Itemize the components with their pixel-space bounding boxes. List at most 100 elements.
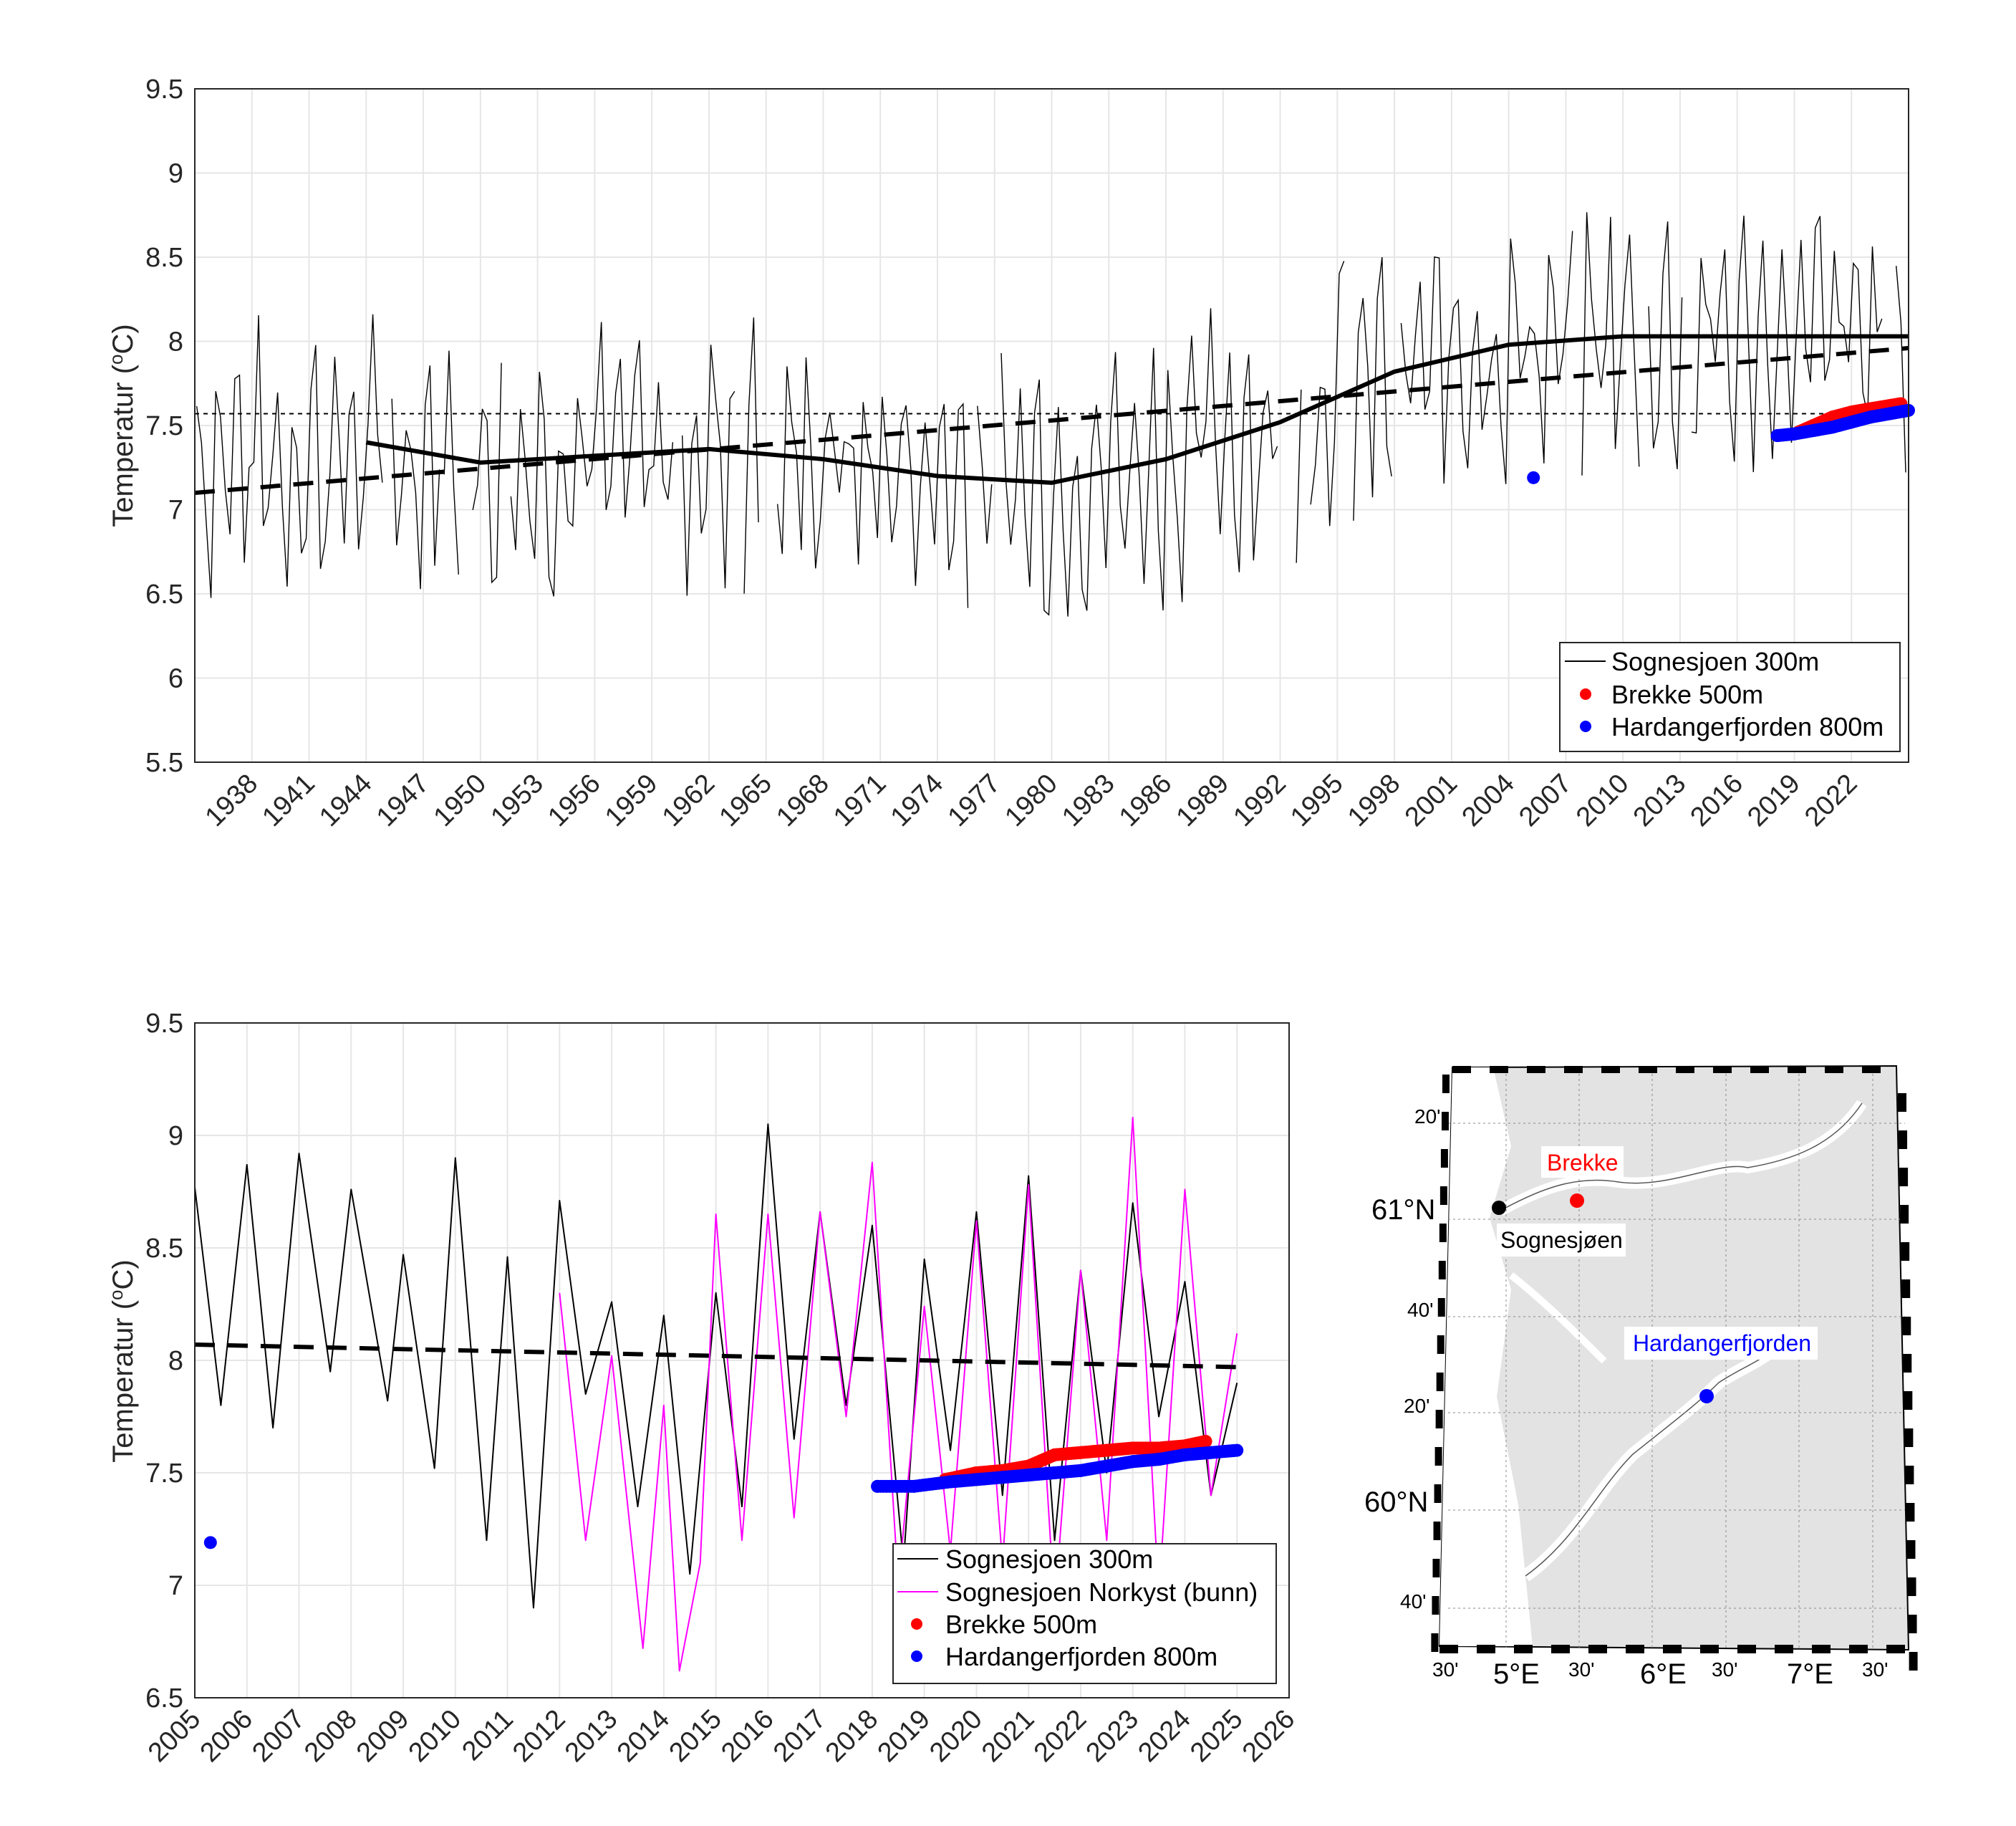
x-tick-label: 1965 <box>714 769 778 832</box>
top-y-ticks: 5.5 6 6.5 7 7.5 8 8.5 9 9.5 <box>145 75 183 778</box>
top-y-axis-label: Temperatur (oC) <box>105 324 139 527</box>
x-tick-label: 1986 <box>1114 769 1177 832</box>
lat-label: 20' <box>1414 1105 1441 1128</box>
y-tick-label: 7.5 <box>145 411 183 441</box>
legend-sognesjoen: Sognesjoen 300m <box>945 1544 1153 1574</box>
x-tick-label: 2016 <box>715 1704 779 1768</box>
x-tick-label: 2004 <box>1457 769 1520 832</box>
series-line <box>194 345 1909 495</box>
y-tick-label: 6.5 <box>145 1683 183 1714</box>
top-legend: Sognesjoen 300m Brekke 500m Hardangerfjo… <box>1559 642 1901 752</box>
y-tick-label: 9.5 <box>145 1009 183 1039</box>
legend-hardanger: Hardangerfjorden 800m <box>945 1642 1217 1671</box>
x-tick-label: 1968 <box>771 769 834 832</box>
x-tick-label: 1974 <box>885 769 949 832</box>
x-tick-label: 2013 <box>1628 769 1692 832</box>
y-tick-label: 9 <box>168 1121 183 1151</box>
label-brekke: Brekke <box>1547 1150 1619 1176</box>
x-tick-label: 1989 <box>1171 769 1235 832</box>
lat-label: 40' <box>1400 1590 1427 1613</box>
top-axes-box <box>194 88 1909 763</box>
y-tick-label: 8.5 <box>145 243 183 273</box>
x-tick-label: 2010 <box>1571 769 1634 832</box>
legend-hardanger: Hardangerfjorden 800m <box>1611 712 1884 741</box>
lon-label: 30' <box>1862 1658 1889 1681</box>
x-tick-label: 1983 <box>1056 769 1120 832</box>
x-tick-label: 2012 <box>507 1704 571 1768</box>
bottom-legend: Sognesjoen 300m Sognesjoen Norkyst (bunn… <box>892 1543 1277 1684</box>
x-tick-label: 2008 <box>299 1704 362 1768</box>
x-tick-label: 2023 <box>1081 1704 1144 1768</box>
x-tick-label: 2013 <box>559 1704 623 1768</box>
x-tick-label: 2026 <box>1237 1704 1301 1768</box>
y-tick-label: 7.5 <box>145 1459 183 1489</box>
y-tick-label: 9.5 <box>145 75 183 105</box>
x-tick-label: 2010 <box>403 1704 467 1768</box>
map-sea <box>1439 1067 1533 1646</box>
x-tick-label: 2021 <box>976 1704 1040 1768</box>
x-tick-label: 1944 <box>314 769 377 832</box>
station-sognesjoen-marker <box>1492 1201 1506 1215</box>
x-tick-label: 2025 <box>1185 1704 1248 1768</box>
station-brekke-marker <box>1570 1193 1584 1208</box>
bottom-axes-box <box>194 1022 1290 1698</box>
x-tick-label: 1938 <box>200 769 264 832</box>
x-tick-label: 2006 <box>195 1704 259 1768</box>
top-chart: 5.5 6 6.5 7 7.5 8 8.5 9 9.5 19381941194419471950… <box>105 75 1915 832</box>
series-line <box>194 1342 1238 1370</box>
lat-label: 61°N <box>1371 1194 1435 1226</box>
bottom-series <box>194 1116 1244 1672</box>
x-tick-label: 1950 <box>428 769 492 832</box>
y-tick-label: 8 <box>168 327 183 357</box>
bottom-x-ticks: 2005200620072008200920102011201220132014… <box>143 1704 1301 1768</box>
x-tick-label: 2007 <box>1513 769 1577 832</box>
x-tick-label: 1962 <box>657 769 720 832</box>
y-tick-label: 5.5 <box>145 748 183 778</box>
x-tick-label: 2024 <box>1132 1704 1196 1768</box>
y-tick-label: 8 <box>168 1346 183 1376</box>
x-tick-label: 1998 <box>1342 769 1406 832</box>
top-series <box>194 212 1915 617</box>
x-tick-label: 1953 <box>485 769 549 832</box>
x-tick-label: 2007 <box>246 1704 310 1768</box>
x-tick-label: 2022 <box>1799 769 1863 832</box>
x-tick-label: 1956 <box>542 769 606 832</box>
x-tick-label: 2005 <box>143 1704 206 1768</box>
x-tick-label: 2009 <box>351 1704 415 1768</box>
x-tick-label: 1995 <box>1285 769 1349 832</box>
map: Brekke Sognesjøen Hardangerfjorden 20' 6… <box>1364 1065 1918 1690</box>
bottom-y-axis-label: Temperatur (oC) <box>105 1259 139 1462</box>
y-tick-label: 6.5 <box>145 580 183 610</box>
lat-label: 40' <box>1407 1299 1434 1321</box>
legend-sognesjoen: Sognesjoen 300m <box>1611 647 1819 676</box>
x-tick-label: 2019 <box>1742 769 1805 832</box>
lon-label: 30' <box>1432 1658 1459 1681</box>
y-tick-label: 7 <box>168 1571 183 1601</box>
y-tick-label: 6 <box>168 664 183 694</box>
lat-label: 60°N <box>1364 1486 1428 1518</box>
x-tick-label: 1971 <box>828 769 892 832</box>
lat-label: 20' <box>1404 1395 1430 1417</box>
lon-label: 30' <box>1568 1658 1595 1681</box>
lon-label: 30' <box>1712 1658 1738 1681</box>
legend-norkyst: Sognesjoen Norkyst (bunn) <box>945 1577 1258 1607</box>
x-tick-label: 2001 <box>1399 769 1463 832</box>
x-tick-label: 1941 <box>256 769 320 832</box>
top-x-ticks: 1938194119441947195019531956195919621965… <box>200 769 1863 832</box>
x-tick-label: 2015 <box>664 1704 728 1768</box>
legend-brekke: Brekke 500m <box>945 1610 1097 1639</box>
bottom-y-ticks: 6.5 7 7.5 8 8.5 9 9.5 <box>145 1009 183 1714</box>
x-tick-label: 2019 <box>872 1704 936 1768</box>
x-tick-label: 1959 <box>599 769 663 832</box>
series-line <box>559 1116 1238 1672</box>
y-tick-label: 7 <box>168 496 183 526</box>
x-tick-label: 1977 <box>942 769 1006 832</box>
lon-label: 7°E <box>1787 1658 1833 1690</box>
x-tick-label: 1992 <box>1228 769 1291 832</box>
y-tick-label: 8.5 <box>145 1234 183 1264</box>
lon-label: 6°E <box>1640 1658 1687 1690</box>
legend-brekke: Brekke 500m <box>1611 680 1763 709</box>
map-frame <box>1431 1066 1918 1671</box>
bottom-chart: 6.5 7 7.5 8 8.5 9 9.5 200520062007200820092010… <box>105 1009 1301 1768</box>
label-sognesjoen: Sognesjøen <box>1500 1227 1623 1253</box>
